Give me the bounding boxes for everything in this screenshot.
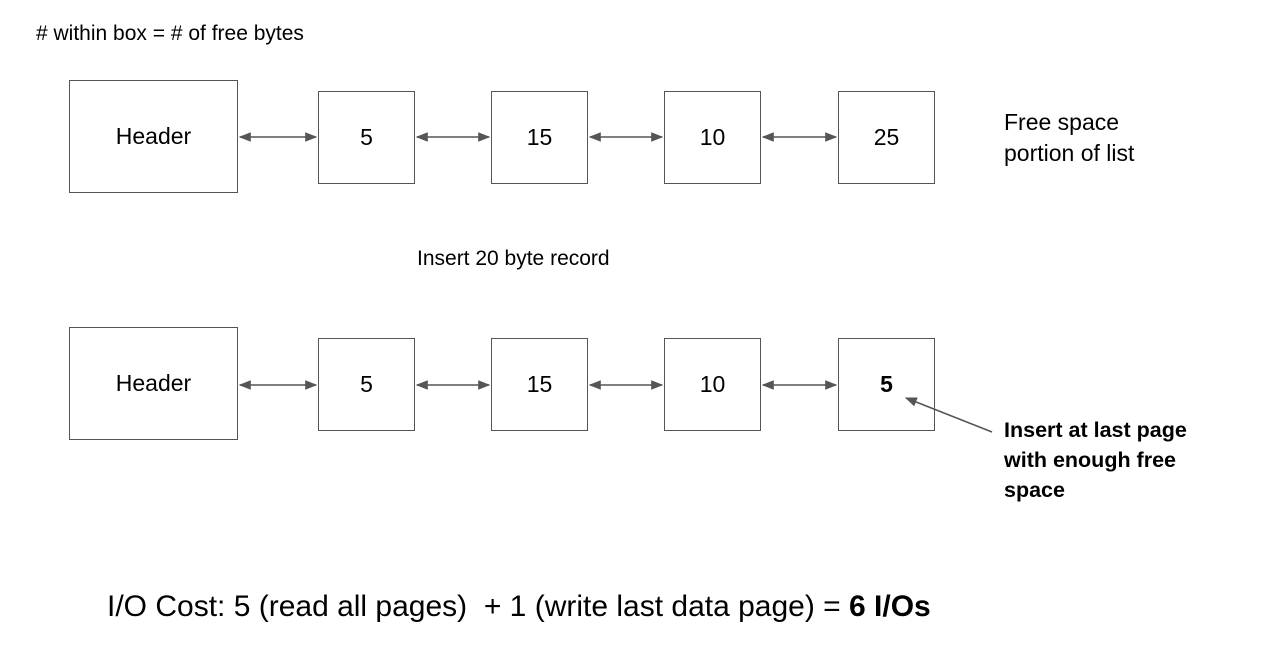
io-cost-total: 6 I/Os bbox=[849, 590, 931, 623]
insert-annotation-line-1: Insert at last page bbox=[1004, 418, 1187, 442]
top-header-box: Header bbox=[69, 80, 238, 193]
bottom-page-box-2: 15 bbox=[491, 338, 588, 431]
top-page-box-3: 10 bbox=[664, 91, 761, 184]
bottom-page-box-4: 5 bbox=[838, 338, 935, 431]
bottom-header-box: Header bbox=[69, 327, 238, 440]
free-space-label-line-2: portion of list bbox=[1004, 140, 1135, 166]
insert-annotation: Insert at last page with enough free spa… bbox=[1004, 415, 1187, 505]
annotation-pointer-arrow bbox=[904, 397, 993, 433]
bottom-page-box-3: 10 bbox=[664, 338, 761, 431]
top-page-box-2: 15 bbox=[491, 91, 588, 184]
io-cost-line: I/O Cost: 5 (read all pages) + 1 (write … bbox=[107, 590, 931, 624]
io-cost-prefix: I/O Cost: 5 (read all pages) + 1 (write … bbox=[107, 590, 850, 623]
top-page-box-1: 5 bbox=[318, 91, 415, 184]
top-page-box-4: 25 bbox=[838, 91, 935, 184]
insert-title: Insert 20 byte record bbox=[417, 247, 610, 270]
top-page-value-3: 10 bbox=[699, 124, 726, 150]
top-header-label: Header bbox=[115, 123, 192, 149]
bottom-page-value-4: 5 bbox=[880, 371, 893, 397]
diagram-caption: # within box = # of free bytes bbox=[36, 22, 304, 45]
free-space-label: Free space portion of list bbox=[1004, 107, 1134, 169]
bottom-page-box-1: 5 bbox=[318, 338, 415, 431]
bottom-header-label: Header bbox=[115, 370, 192, 396]
top-page-value-4: 25 bbox=[873, 124, 900, 150]
top-page-value-2: 15 bbox=[526, 124, 553, 150]
insert-annotation-line-3: space bbox=[1004, 478, 1065, 502]
bottom-page-value-3: 10 bbox=[699, 371, 726, 397]
top-page-value-1: 5 bbox=[360, 124, 373, 150]
insert-annotation-line-2: with enough free bbox=[1004, 448, 1176, 472]
free-space-label-line-1: Free space bbox=[1004, 109, 1120, 135]
bottom-page-value-1: 5 bbox=[360, 371, 373, 397]
bottom-page-value-2: 15 bbox=[526, 371, 553, 397]
